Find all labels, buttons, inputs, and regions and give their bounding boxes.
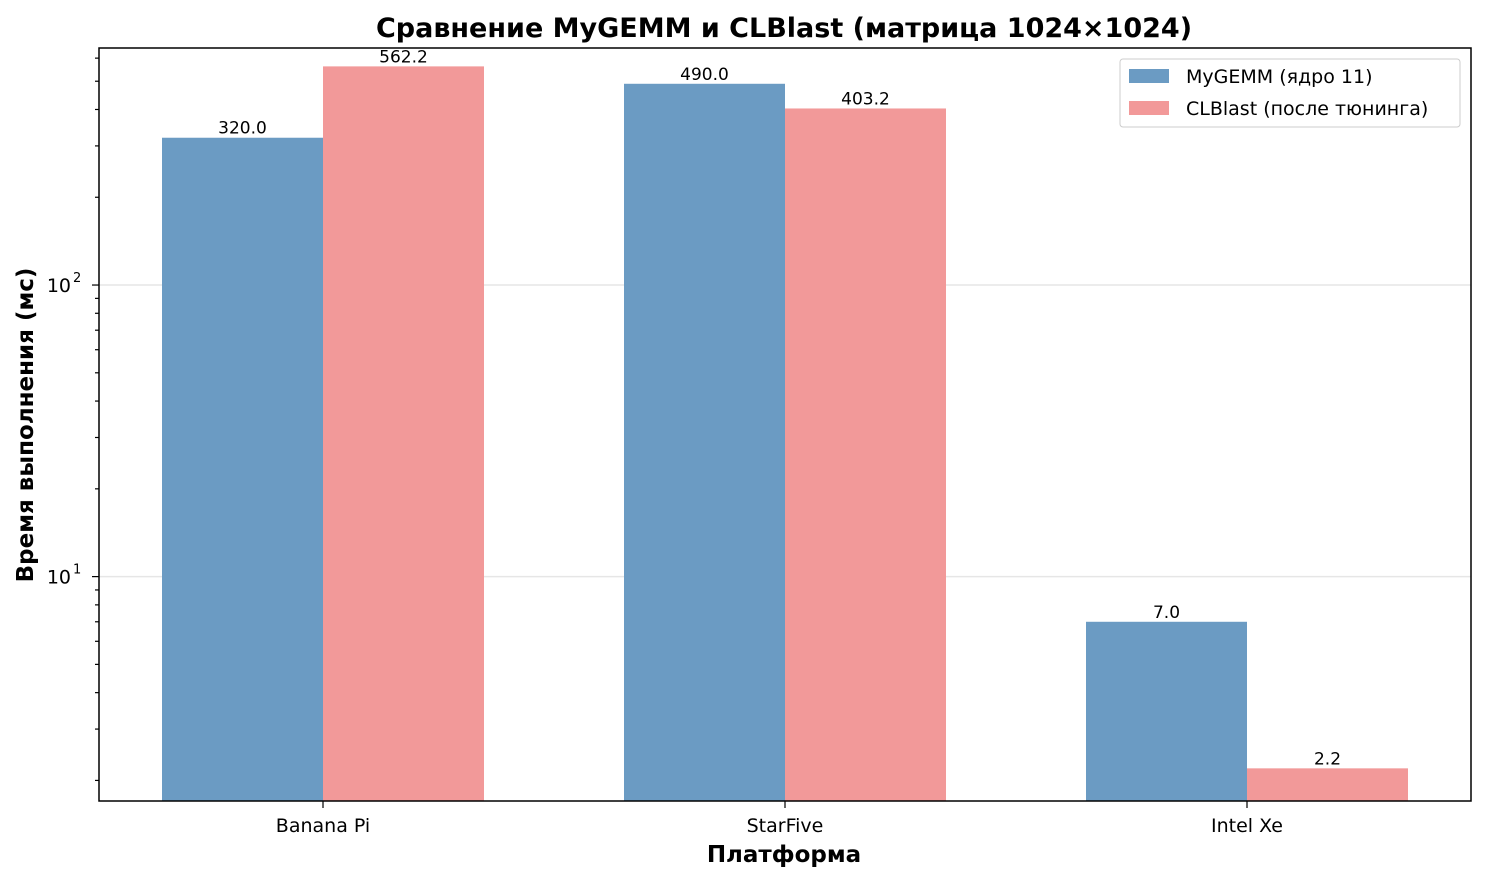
x-axis-ticks: Banana Pi StarFive Intel Xe bbox=[276, 801, 1283, 837]
bar-clblast-1 bbox=[785, 108, 946, 802]
legend-label-mygemm: MyGEMM (ядро 11) bbox=[1186, 66, 1372, 88]
data-label: 7.0 bbox=[1153, 603, 1180, 623]
x-tick-label: Banana Pi bbox=[276, 815, 370, 837]
data-label: 403.2 bbox=[841, 89, 890, 109]
bar-mygemm-1 bbox=[624, 83, 785, 801]
x-tick-label: Intel Xe bbox=[1211, 815, 1283, 837]
legend-swatch-mygemm bbox=[1129, 69, 1169, 83]
y-tick-label-exponent: 1 bbox=[73, 563, 81, 578]
legend-swatch-clblast bbox=[1129, 101, 1169, 115]
y-tick-label: 10 bbox=[47, 275, 71, 297]
data-label: 562.2 bbox=[379, 47, 428, 67]
chart-title: Сравнение MyGEMM и CLBlast (матрица 1024… bbox=[376, 13, 1192, 44]
data-label: 2.2 bbox=[1314, 749, 1341, 769]
bar-clblast-2 bbox=[1247, 768, 1408, 801]
legend-box bbox=[1119, 58, 1461, 128]
bars bbox=[162, 66, 1408, 802]
x-axis-label: Платформа bbox=[707, 842, 861, 868]
bar-clblast-0 bbox=[323, 66, 484, 802]
legend: MyGEMM (ядро 11) CLBlast (после тюнинга) bbox=[1119, 58, 1461, 128]
data-label: 490.0 bbox=[680, 65, 729, 85]
y-tick-label: 10 bbox=[47, 567, 71, 589]
bar-mygemm-2 bbox=[1086, 621, 1247, 801]
x-tick-label: StarFive bbox=[747, 815, 824, 837]
legend-label-clblast: CLBlast (после тюнинга) bbox=[1186, 98, 1428, 120]
y-axis-label: Время выполнения (мс) bbox=[13, 268, 39, 583]
data-label: 320.0 bbox=[218, 119, 267, 139]
data-labels: 320.0 562.2 490.0 403.2 7.0 2.2 bbox=[218, 47, 1341, 769]
y-tick-label-exponent: 2 bbox=[73, 271, 81, 286]
bar-mygemm-0 bbox=[162, 137, 323, 801]
